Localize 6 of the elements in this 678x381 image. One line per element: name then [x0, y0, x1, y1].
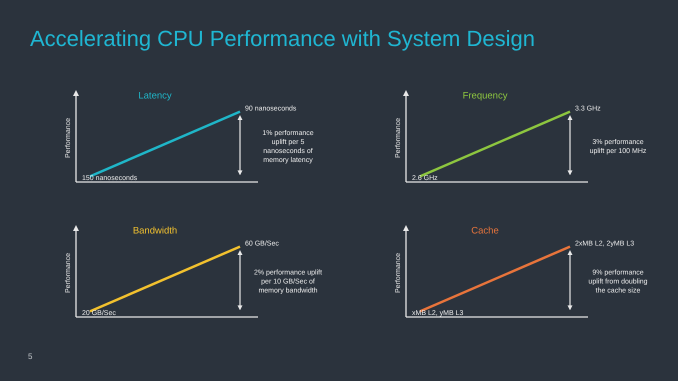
chart-title: Frequency	[462, 90, 508, 102]
chart-title: Bandwidth	[132, 226, 178, 237]
text: 5	[28, 352, 32, 361]
chart-title: Latency	[138, 90, 172, 102]
chart-title: Cache	[471, 226, 499, 237]
text: Accelerating CPU Performance with System Design	[30, 26, 535, 52]
